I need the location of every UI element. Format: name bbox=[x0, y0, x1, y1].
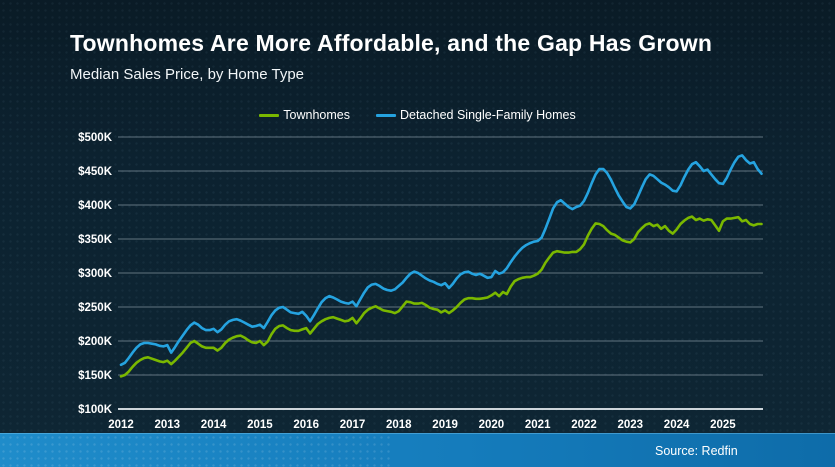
y-axis-tick-label: $200K bbox=[78, 336, 113, 348]
legend-label-detached: Detached Single-Family Homes bbox=[399, 108, 576, 122]
x-axis-tick-label: 2014 bbox=[201, 419, 227, 431]
legend-label-townhomes: Townhomes bbox=[283, 108, 350, 122]
detached-line-swatch bbox=[375, 113, 396, 117]
footer-bar: Source: Redfin bbox=[0, 433, 835, 467]
y-axis-tick-label: $400K bbox=[78, 200, 113, 212]
townhomes-line-swatch bbox=[259, 113, 280, 117]
legend: Townhomes Detached Single-Family Homes bbox=[0, 108, 835, 122]
x-axis-tick-label: 2017 bbox=[340, 419, 366, 431]
x-axis-tick-label: 2013 bbox=[155, 419, 181, 431]
y-axis-tick-label: $250K bbox=[78, 302, 113, 314]
x-axis-tick-label: 2015 bbox=[247, 419, 273, 431]
legend-item-detached: Detached Single-Family Homes bbox=[375, 108, 576, 122]
x-axis-tick-label: 2012 bbox=[108, 419, 134, 431]
y-axis-tick-label: $150K bbox=[78, 370, 113, 382]
y-axis-tick-label: $500K bbox=[78, 132, 113, 144]
x-axis-tick-label: 2019 bbox=[432, 419, 458, 431]
y-axis-tick-label: $100K bbox=[78, 404, 113, 416]
x-axis-tick-label: 2016 bbox=[293, 419, 319, 431]
y-axis-tick-label: $450K bbox=[78, 166, 113, 178]
source-credit: Source: Redfin bbox=[655, 443, 738, 458]
y-axis-tick-label: $350K bbox=[78, 234, 113, 246]
footer-dot-texture bbox=[0, 434, 390, 467]
x-axis-tick-label: 2020 bbox=[479, 419, 505, 431]
chart-subtitle: Median Sales Price, by Home Type bbox=[70, 66, 305, 83]
x-axis-tick-label: 2022 bbox=[571, 419, 597, 431]
x-axis-tick-label: 2021 bbox=[525, 419, 551, 431]
x-axis-tick-label: 2024 bbox=[664, 419, 690, 431]
x-axis-tick-label: 2018 bbox=[386, 419, 412, 431]
y-axis-tick-label: $300K bbox=[78, 268, 113, 280]
x-axis-tick-label: 2025 bbox=[710, 419, 736, 431]
line-townhomes bbox=[119, 215, 763, 378]
chart-title: Townhomes Are More Affordable, and the G… bbox=[70, 30, 713, 56]
line-detached-single-family-homes bbox=[119, 154, 763, 367]
legend-item-townhomes: Townhomes bbox=[259, 108, 350, 122]
x-axis-tick-label: 2023 bbox=[618, 419, 644, 431]
